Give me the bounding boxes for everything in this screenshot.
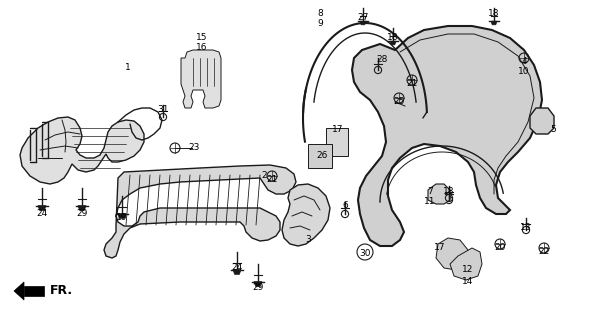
- Text: 20: 20: [495, 244, 506, 252]
- Text: 18: 18: [488, 10, 500, 19]
- Text: 24: 24: [231, 263, 243, 273]
- Polygon shape: [282, 184, 330, 246]
- Polygon shape: [181, 50, 221, 108]
- Text: 24: 24: [36, 210, 47, 219]
- Polygon shape: [450, 248, 482, 280]
- Text: 17: 17: [332, 125, 344, 134]
- Text: 5: 5: [550, 125, 556, 134]
- Polygon shape: [390, 41, 396, 45]
- Polygon shape: [14, 282, 24, 300]
- Polygon shape: [254, 282, 262, 286]
- Text: 4: 4: [521, 58, 527, 67]
- Text: 21: 21: [266, 175, 278, 185]
- Polygon shape: [436, 238, 468, 270]
- Text: 27: 27: [358, 13, 369, 22]
- Polygon shape: [530, 108, 554, 134]
- Text: 23: 23: [189, 143, 200, 153]
- Polygon shape: [104, 165, 296, 258]
- Polygon shape: [24, 286, 44, 296]
- Text: 31: 31: [157, 106, 169, 115]
- Polygon shape: [352, 26, 542, 246]
- Text: 8: 8: [317, 10, 323, 19]
- Text: FR.: FR.: [50, 284, 73, 297]
- Text: 6: 6: [342, 201, 348, 210]
- Text: 16: 16: [196, 44, 208, 52]
- Text: 18: 18: [443, 188, 455, 196]
- Text: 2: 2: [261, 171, 267, 180]
- FancyBboxPatch shape: [308, 144, 332, 168]
- Text: 29: 29: [252, 284, 264, 292]
- Polygon shape: [233, 269, 241, 274]
- Text: 9: 9: [317, 20, 323, 28]
- Text: 7: 7: [427, 188, 433, 196]
- Text: 12: 12: [463, 266, 474, 275]
- Text: 13: 13: [520, 223, 532, 233]
- Polygon shape: [78, 205, 86, 211]
- Polygon shape: [38, 205, 46, 211]
- Polygon shape: [491, 21, 497, 25]
- Text: 30: 30: [359, 250, 371, 259]
- FancyBboxPatch shape: [326, 128, 348, 156]
- Text: 3: 3: [305, 236, 311, 244]
- Text: 28: 28: [377, 55, 388, 65]
- Polygon shape: [428, 184, 450, 204]
- Text: 19: 19: [116, 213, 127, 222]
- Text: 17: 17: [434, 244, 446, 252]
- Text: 18: 18: [387, 34, 398, 43]
- Text: 26: 26: [316, 151, 328, 161]
- Polygon shape: [360, 21, 366, 25]
- Text: 10: 10: [518, 68, 530, 76]
- Text: 22: 22: [538, 247, 550, 257]
- Text: 29: 29: [76, 210, 88, 219]
- Text: 25: 25: [393, 98, 404, 107]
- Text: 14: 14: [463, 277, 474, 286]
- Polygon shape: [20, 117, 144, 184]
- Polygon shape: [118, 214, 126, 218]
- Text: 15: 15: [196, 34, 208, 43]
- Text: 21: 21: [406, 79, 417, 89]
- Text: 1: 1: [125, 63, 131, 73]
- Text: 11: 11: [424, 197, 436, 206]
